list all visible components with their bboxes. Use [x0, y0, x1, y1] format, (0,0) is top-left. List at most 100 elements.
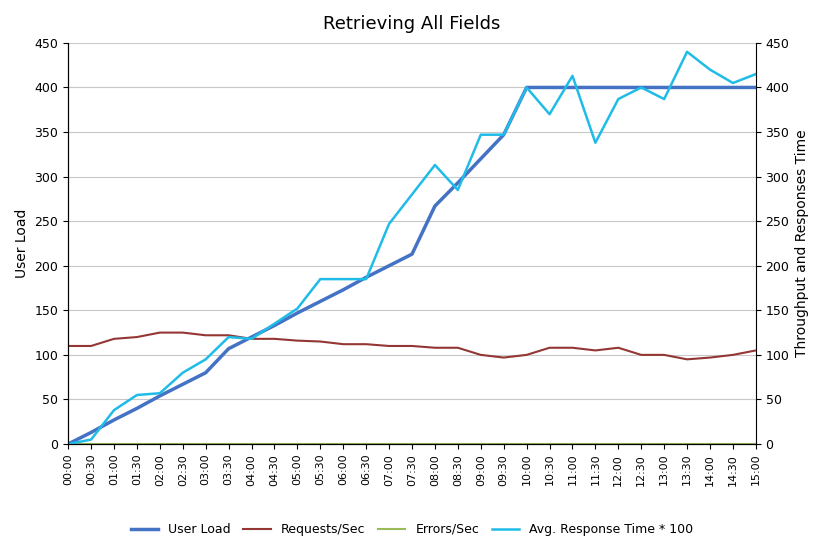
User Load	[316, 298, 325, 305]
User Load	[545, 84, 555, 91]
User Load	[339, 287, 349, 293]
Line: Requests/Sec: Requests/Sec	[68, 333, 756, 359]
Requests/Sec	[522, 351, 531, 358]
Errors/Sec	[109, 441, 119, 447]
Avg. Response Time * 100	[132, 392, 142, 398]
Avg. Response Time * 100	[178, 370, 188, 376]
User Load	[293, 310, 302, 316]
User Load	[269, 322, 279, 329]
Errors/Sec	[682, 441, 692, 447]
Requests/Sec	[591, 347, 601, 354]
Requests/Sec	[293, 337, 302, 344]
Avg. Response Time * 100	[705, 67, 715, 73]
User Load	[178, 381, 188, 388]
Errors/Sec	[361, 441, 371, 447]
Avg. Response Time * 100	[384, 221, 394, 227]
Avg. Response Time * 100	[407, 191, 417, 198]
Legend: User Load, Requests/Sec, Errors/Sec, Avg. Response Time * 100: User Load, Requests/Sec, Errors/Sec, Avg…	[126, 518, 698, 541]
Avg. Response Time * 100	[591, 140, 601, 146]
Errors/Sec	[659, 441, 669, 447]
Avg. Response Time * 100	[201, 356, 211, 362]
Avg. Response Time * 100	[155, 390, 165, 397]
Line: User Load: User Load	[68, 87, 756, 444]
User Load	[705, 84, 715, 91]
Avg. Response Time * 100	[246, 336, 256, 342]
User Load	[384, 262, 394, 269]
User Load	[201, 370, 211, 376]
Avg. Response Time * 100	[361, 276, 371, 282]
Avg. Response Time * 100	[339, 276, 349, 282]
Requests/Sec	[109, 336, 119, 342]
Requests/Sec	[132, 334, 142, 340]
Title: Retrieving All Fields: Retrieving All Fields	[323, 15, 501, 33]
Avg. Response Time * 100	[751, 71, 761, 78]
Errors/Sec	[178, 441, 188, 447]
Avg. Response Time * 100	[728, 80, 737, 86]
Errors/Sec	[293, 441, 302, 447]
User Load	[246, 334, 256, 340]
Avg. Response Time * 100	[109, 407, 119, 414]
Requests/Sec	[407, 343, 417, 349]
Requests/Sec	[269, 336, 279, 342]
Errors/Sec	[705, 441, 715, 447]
Requests/Sec	[361, 341, 371, 348]
Errors/Sec	[568, 441, 578, 447]
Avg. Response Time * 100	[568, 73, 578, 79]
Avg. Response Time * 100	[87, 436, 96, 443]
User Load	[430, 203, 440, 210]
Errors/Sec	[339, 441, 349, 447]
Errors/Sec	[246, 441, 256, 447]
Errors/Sec	[453, 441, 463, 447]
User Load	[591, 84, 601, 91]
User Load	[87, 429, 96, 436]
Requests/Sec	[178, 329, 188, 336]
Errors/Sec	[223, 441, 233, 447]
Errors/Sec	[728, 441, 737, 447]
User Load	[223, 345, 233, 352]
User Load	[522, 84, 531, 91]
Avg. Response Time * 100	[682, 48, 692, 55]
Avg. Response Time * 100	[545, 111, 555, 118]
Errors/Sec	[636, 441, 646, 447]
Errors/Sec	[545, 441, 555, 447]
Errors/Sec	[499, 441, 508, 447]
Avg. Response Time * 100	[453, 186, 463, 193]
Requests/Sec	[87, 343, 96, 349]
Y-axis label: Throughput and Responses Time: Throughput and Responses Time	[795, 130, 809, 358]
Requests/Sec	[453, 344, 463, 351]
Avg. Response Time * 100	[223, 334, 233, 340]
Avg. Response Time * 100	[430, 162, 440, 168]
Requests/Sec	[155, 329, 165, 336]
Requests/Sec	[475, 351, 485, 358]
Avg. Response Time * 100	[63, 441, 73, 447]
Requests/Sec	[246, 336, 256, 342]
Avg. Response Time * 100	[475, 131, 485, 138]
Requests/Sec	[223, 332, 233, 339]
User Load	[568, 84, 578, 91]
Requests/Sec	[430, 344, 440, 351]
Errors/Sec	[430, 441, 440, 447]
Requests/Sec	[705, 354, 715, 361]
User Load	[407, 251, 417, 257]
Requests/Sec	[659, 351, 669, 358]
Errors/Sec	[201, 441, 211, 447]
User Load	[682, 84, 692, 91]
Avg. Response Time * 100	[636, 84, 646, 91]
Errors/Sec	[155, 441, 165, 447]
User Load	[499, 131, 508, 138]
Errors/Sec	[132, 441, 142, 447]
Requests/Sec	[545, 344, 555, 351]
Avg. Response Time * 100	[293, 305, 302, 312]
User Load	[453, 179, 463, 186]
Y-axis label: User Load: User Load	[15, 209, 29, 278]
Errors/Sec	[384, 441, 394, 447]
Requests/Sec	[316, 338, 325, 345]
User Load	[155, 393, 165, 399]
User Load	[636, 84, 646, 91]
Requests/Sec	[384, 343, 394, 349]
User Load	[361, 274, 371, 280]
Errors/Sec	[475, 441, 485, 447]
Errors/Sec	[316, 441, 325, 447]
Errors/Sec	[87, 441, 96, 447]
User Load	[728, 84, 737, 91]
